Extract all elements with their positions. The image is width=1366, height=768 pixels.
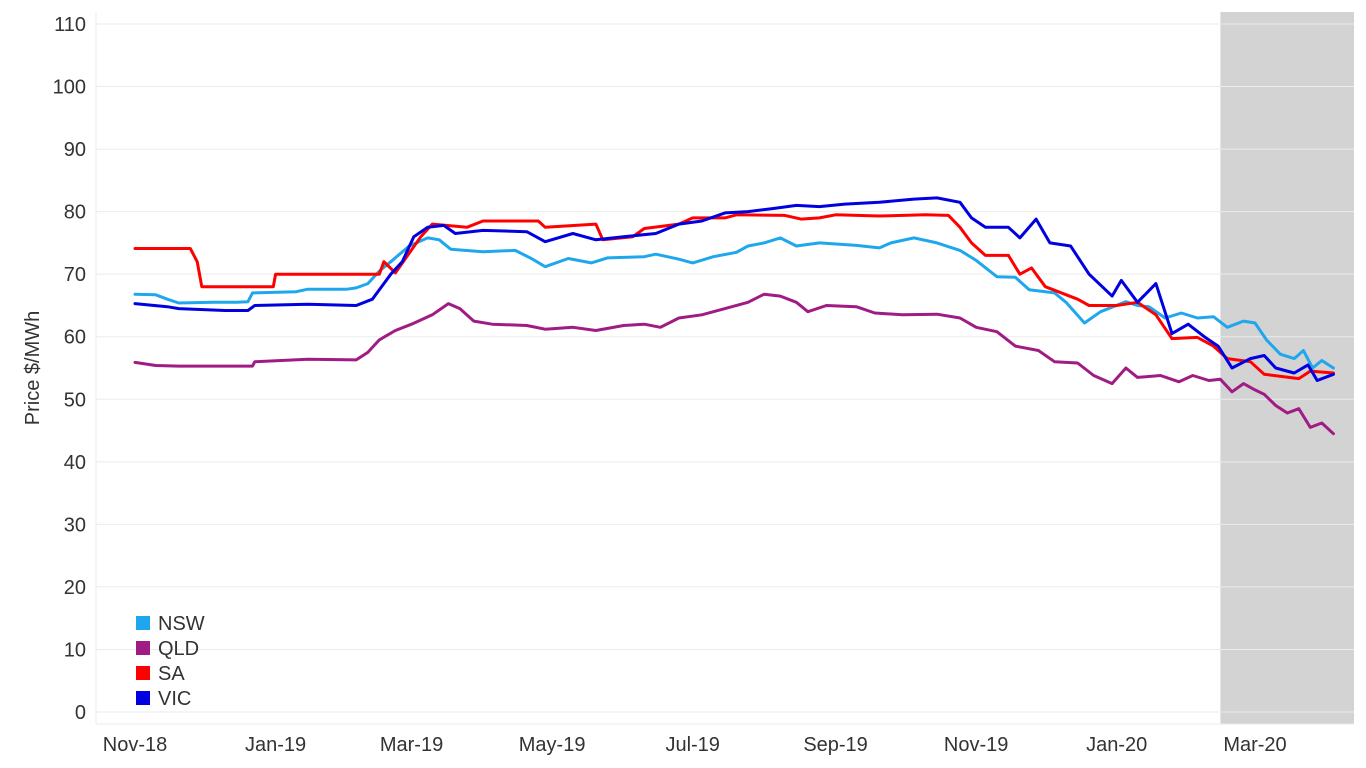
series-line-vic: [133, 196, 1335, 382]
x-axis-ticks: Nov-18 Jan-19 Mar-19 May-19 Jul-19 Sep-19 Nov-…: [103, 734, 1287, 756]
legend-label-nsw: NSW: [158, 613, 205, 635]
legend-label-qld: QLD: [158, 638, 199, 660]
series-line-nsw: [133, 236, 1335, 370]
y-axis-ticks: 0 10 20 30 40 50 60 70 80 90 100 110: [53, 14, 86, 724]
legend-label-sa: SA: [158, 663, 185, 685]
y-tick-label: 70: [64, 264, 86, 286]
y-axis-label: Price $/MWh: [22, 311, 44, 425]
legend-swatch-qld: [136, 641, 150, 655]
y-tick-label: 50: [64, 389, 86, 411]
x-tick-label: Jan-19: [245, 734, 306, 756]
gridlines: [95, 12, 1354, 725]
series-line-qld: [133, 292, 1335, 436]
y-tick-label: 0: [75, 702, 86, 724]
x-tick-label: Nov-18: [103, 734, 167, 756]
y-tick-label: 20: [64, 577, 86, 599]
y-tick-label: 30: [64, 514, 86, 536]
y-tick-label: 80: [64, 202, 86, 224]
legend-label-vic: VIC: [158, 688, 191, 710]
x-tick-label: May-19: [519, 734, 586, 756]
x-tick-label: Jul-19: [665, 734, 719, 756]
y-tick-label: 100: [53, 77, 86, 99]
x-tick-label: Sep-19: [803, 734, 868, 756]
y-tick-label: 60: [64, 327, 86, 349]
x-tick-label: Jan-20: [1086, 734, 1147, 756]
x-tick-label: Mar-20: [1223, 734, 1286, 756]
x-tick-label: Mar-19: [380, 734, 443, 756]
y-tick-label: 40: [64, 452, 86, 474]
legend-swatch-nsw: [136, 616, 150, 630]
legend: NSW QLD SA VIC: [136, 613, 205, 710]
legend-swatch-vic: [136, 691, 150, 705]
y-tick-label: 10: [64, 639, 86, 661]
series-lines: [133, 196, 1335, 436]
x-tick-label: Nov-19: [944, 734, 1008, 756]
series-line-sa: [133, 213, 1335, 381]
legend-swatch-sa: [136, 666, 150, 680]
y-tick-label: 110: [54, 14, 86, 36]
y-tick-label: 90: [64, 139, 86, 161]
